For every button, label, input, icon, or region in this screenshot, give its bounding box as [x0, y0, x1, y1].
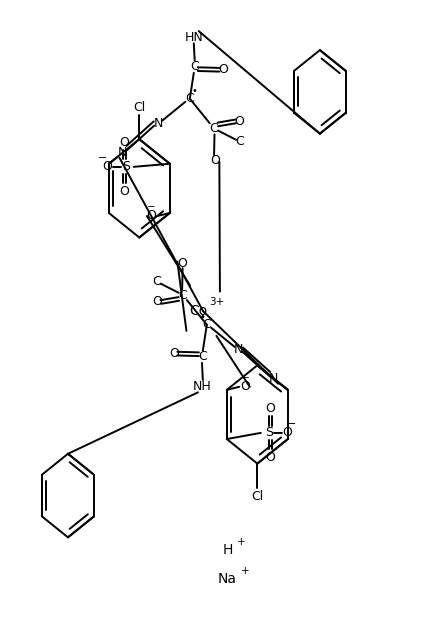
Text: O: O	[240, 380, 250, 393]
Text: •: •	[192, 86, 198, 95]
Text: O: O	[169, 347, 179, 360]
Text: O: O	[146, 210, 156, 223]
Text: S: S	[264, 427, 273, 440]
Text: N: N	[269, 373, 278, 385]
Text: N: N	[153, 117, 163, 130]
Text: O: O	[120, 136, 129, 149]
Text: Cl: Cl	[251, 490, 264, 503]
Text: +: +	[237, 537, 246, 547]
Text: C: C	[178, 289, 187, 302]
Text: O: O	[265, 451, 275, 464]
Text: HN: HN	[185, 30, 204, 43]
Text: −: −	[241, 373, 250, 383]
Text: O: O	[102, 161, 112, 174]
Text: O: O	[210, 154, 220, 167]
Text: −: −	[98, 153, 107, 162]
Text: O: O	[120, 185, 129, 198]
Text: Co: Co	[189, 304, 207, 318]
Text: NH: NH	[193, 379, 212, 392]
Text: 3+: 3+	[209, 297, 224, 307]
Text: H: H	[222, 542, 233, 557]
Text: O: O	[152, 295, 162, 308]
Text: C: C	[202, 318, 211, 331]
Text: S: S	[122, 161, 130, 174]
Text: Cl: Cl	[133, 100, 145, 113]
Text: +: +	[241, 566, 249, 576]
Text: C: C	[186, 92, 194, 105]
Text: −: −	[287, 418, 297, 428]
Text: O: O	[265, 402, 275, 415]
Text: C: C	[190, 60, 198, 73]
Text: O: O	[218, 63, 228, 76]
Text: Na: Na	[218, 572, 237, 586]
Text: O: O	[177, 257, 187, 270]
Text: C: C	[153, 275, 161, 288]
Text: C: C	[210, 122, 219, 135]
Text: O: O	[282, 427, 292, 440]
Text: −: −	[147, 202, 156, 212]
Text: O: O	[235, 115, 244, 128]
Text: N: N	[118, 146, 128, 159]
Text: C: C	[235, 135, 244, 148]
Text: C: C	[198, 350, 207, 363]
Text: N: N	[234, 343, 243, 356]
Text: •: •	[199, 312, 205, 322]
